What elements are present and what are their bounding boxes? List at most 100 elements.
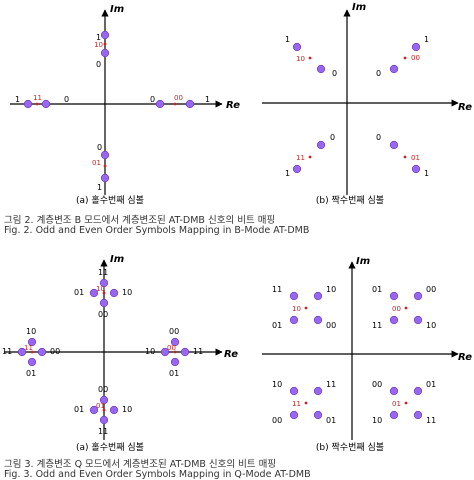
fig2a-bit: 0 (96, 60, 101, 69)
fig2a-plot: Im Re 1 0 10 1 0 11 0 1 00 0 1 01 (a) 홀수… (10, 4, 240, 206)
fig3b-point (389, 291, 399, 301)
fig2a-bit: 1 (205, 95, 210, 104)
fig2a-im-label: Im (110, 4, 124, 15)
fig2b-bit-mid: 01 (411, 154, 420, 162)
fig3a-bit: 10 (26, 327, 36, 336)
fig3a-point (89, 405, 99, 415)
fig3b-point (413, 410, 423, 420)
fig3b-bit: 00 (326, 321, 336, 330)
fig3b-bit: 11 (272, 285, 282, 294)
fig2a-bit: 1 (96, 33, 101, 42)
fig2b-point (292, 164, 302, 174)
fig3a-point (99, 298, 109, 308)
fig3b-bit: 00 (272, 416, 282, 425)
fig3a-bit: 11 (193, 347, 203, 356)
fig3a-point (109, 288, 119, 298)
fig3b-bit: 11 (426, 416, 436, 425)
fig2b-point (292, 42, 302, 52)
fig2b-bit: 0 (376, 133, 381, 142)
fig3a-bit: 11 (98, 268, 108, 277)
fig3a-point (27, 357, 37, 367)
fig3a-bit: 11 (2, 347, 12, 356)
fig3a-plot: Im Re (a) 홀수번째 심볼 11 01 10 00 10 10 11 00 01 11 00… (2, 254, 238, 453)
fig3a-re-label: Re (224, 349, 238, 360)
fig2a-point (100, 173, 110, 183)
fig3b-point (389, 410, 399, 420)
fig2a-bit-mid: 00 (174, 94, 183, 102)
fig2b-point (389, 64, 399, 74)
fig3b-point (313, 386, 323, 396)
fig3b-bit-mid: 11 (292, 400, 301, 408)
fig3a-bit: 10 (145, 347, 155, 356)
fig2b-mid-point (403, 56, 407, 60)
fig2b-sublabel: (b) 짝수번째 심볼 (316, 195, 384, 206)
fig3a-bit-mid: 01 (96, 402, 105, 410)
fig3b-point (289, 410, 299, 420)
fig3b-point (289, 291, 299, 301)
fig2b-re-label: Re (458, 102, 472, 113)
fig3a-point (99, 395, 109, 405)
fig3a-bit: 01 (169, 369, 179, 378)
fig3b-point (313, 291, 323, 301)
fig3a-mid-point (173, 350, 177, 354)
fig3a-bit: 01 (74, 288, 84, 297)
fig2b-point (389, 140, 399, 150)
fig2-caption-kr: 그림 2. 계층변조 B 모드에서 계층변조된 AT-DMB 신호의 비트 매핑 (4, 215, 276, 226)
fig3b-bit: 01 (272, 321, 282, 330)
fig2-caption-en: Fig. 2. Odd and Even Order Symbols Mappi… (4, 225, 310, 236)
fig3b-point (413, 315, 423, 325)
fig2a-point (100, 30, 110, 40)
fig2b-bit: 1 (424, 169, 429, 178)
fig3b-bit: 00 (426, 285, 436, 294)
fig3a-bit: 00 (169, 327, 179, 336)
fig2b-mid-point (403, 155, 407, 159)
fig3b-bit-mid: 00 (392, 305, 401, 313)
fig2b-bit: 1 (424, 35, 429, 44)
fig2a-bit: 0 (150, 95, 155, 104)
fig3a-point (160, 347, 170, 357)
fig2a-bit: 1 (15, 95, 20, 104)
fig3b-im-label: Im (356, 256, 370, 267)
fig2b-bit-mid: 10 (296, 55, 305, 63)
fig3a-point (17, 347, 27, 357)
fig3b-point (389, 315, 399, 325)
fig2a-bit-mid: 11 (33, 94, 42, 102)
fig3b-bit: 11 (372, 321, 382, 330)
fig2a-point (23, 99, 33, 109)
fig3b-mid-point (404, 401, 408, 405)
fig2a-re-label: Re (226, 100, 240, 111)
fig3a-bit-mid: 11 (24, 344, 33, 352)
fig3a-bit: 00 (98, 385, 108, 394)
fig3b-bit-mid: 10 (292, 305, 301, 313)
fig3b-point (313, 410, 323, 420)
fig3a-point (99, 415, 109, 425)
fig3a-bit-mid: 10 (96, 285, 105, 293)
fig2a-sublabel: (a) 홀수번째 심볼 (76, 194, 144, 206)
fig2b-point (316, 140, 326, 150)
fig3a-bit: 00 (50, 347, 60, 356)
fig3b-bit: 11 (326, 380, 336, 389)
fig3b-bit-mid: 01 (392, 400, 401, 408)
fig3b-point (413, 291, 423, 301)
fig2b-bit-mid: 00 (411, 54, 420, 62)
fig2a-bit-mid: 10 (94, 41, 103, 49)
fig3b-bit: 01 (326, 416, 336, 425)
fig2b-mid-point (308, 155, 312, 159)
fig3b-bit: 01 (426, 380, 436, 389)
fig3b-re-label: Re (458, 352, 472, 363)
fig3b-mid-point (404, 306, 408, 310)
fig3b-point (313, 315, 323, 325)
fig2b-bit: 0 (330, 133, 335, 142)
fig3a-bit: 00 (98, 310, 108, 319)
fig3b-bit: 10 (426, 321, 436, 330)
fig2b-plot: Im Re 1 0 10 0 1 00 1 0 11 0 1 01 (b) 짝수… (262, 2, 472, 206)
fig3a-point (170, 337, 180, 347)
fig2b-point (411, 42, 421, 52)
fig3a-mid-point (102, 408, 106, 412)
fig3a-point (27, 337, 37, 347)
fig3a-bit: 01 (26, 369, 36, 378)
fig3a-point (109, 405, 119, 415)
fig2b-bit: 0 (332, 69, 337, 78)
fig3a-point (37, 347, 47, 357)
fig2a-point (185, 99, 195, 109)
